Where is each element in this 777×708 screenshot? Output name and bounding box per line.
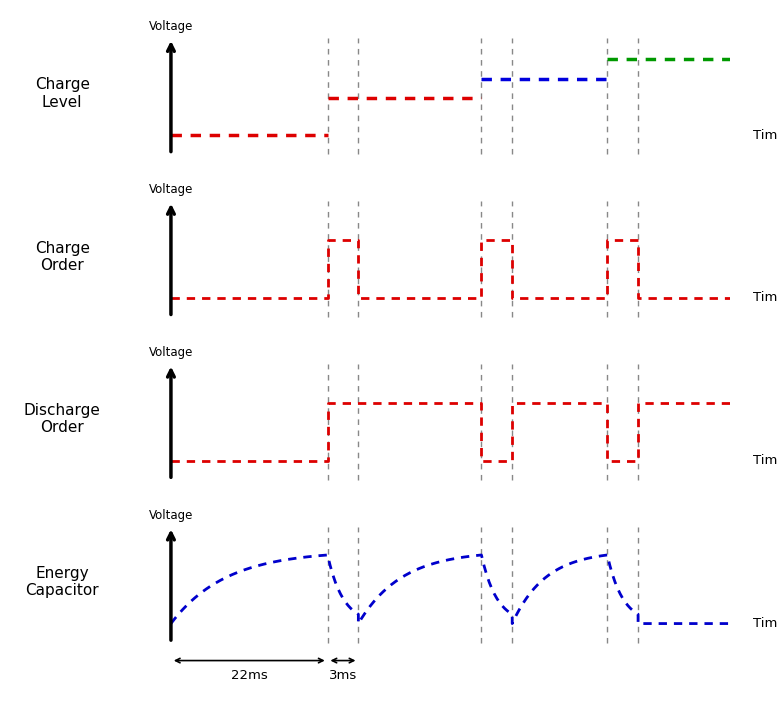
Text: Time: Time bbox=[753, 617, 777, 630]
Text: Time: Time bbox=[753, 455, 777, 467]
Text: Voltage: Voltage bbox=[148, 508, 193, 522]
Text: Time: Time bbox=[753, 292, 777, 304]
Text: Voltage: Voltage bbox=[148, 20, 193, 33]
Text: Discharge
Order: Discharge Order bbox=[24, 403, 100, 435]
Text: 22ms: 22ms bbox=[231, 669, 267, 682]
Text: Charge
Order: Charge Order bbox=[35, 241, 89, 273]
Text: Time: Time bbox=[753, 129, 777, 142]
Text: Charge
Level: Charge Level bbox=[35, 77, 89, 110]
Text: Energy
Capacitor: Energy Capacitor bbox=[26, 566, 99, 598]
Text: Voltage: Voltage bbox=[148, 346, 193, 359]
Text: 3ms: 3ms bbox=[329, 669, 357, 682]
Text: Voltage: Voltage bbox=[148, 183, 193, 196]
